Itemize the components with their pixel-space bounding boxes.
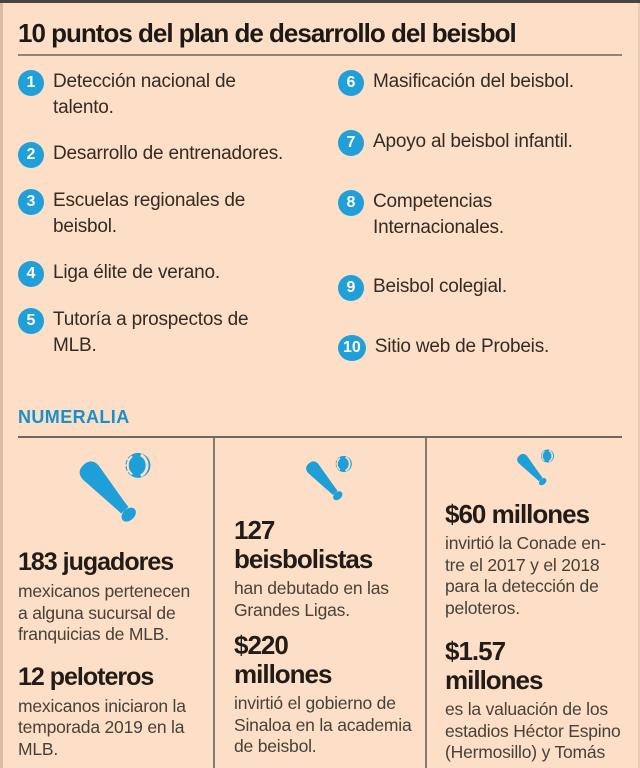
stat-value: 183 jugadores [18, 548, 174, 576]
point-number-badge: 5 [18, 308, 44, 334]
baseball-bat-and-ball-icon [234, 454, 419, 516]
plan-point-2: 2 Desarrollo de entrenadores. [18, 141, 338, 168]
point-number-badge: 4 [18, 261, 44, 287]
point-number-badge: 6 [338, 70, 364, 96]
plan-point-5: 5 Tutoría a prospectos de MLB. [18, 307, 338, 359]
plan-point-4: 4 Liga élite de verano. [18, 260, 338, 287]
stat-description: es la valuación de los estadios Héctor E… [445, 699, 621, 762]
point-text: Tutoría a prospectos de MLB. [53, 309, 249, 356]
stat-description: mexicanos iniciaron la temporada 2019 en… [18, 695, 186, 759]
point-text: Beisbol colegial. [373, 276, 507, 297]
point-number-badge: 10 [338, 335, 366, 361]
point-number-badge: 3 [18, 189, 44, 215]
stat-value: $220 millones [234, 630, 332, 689]
stat-description: invirtió el gobierno de Sinaloa en la ac… [234, 693, 412, 756]
plan-point-7: 7 Apoyo al beisbol infantil. [338, 129, 622, 156]
point-number-badge: 7 [338, 130, 364, 156]
baseball-bat-and-ball-icon [18, 450, 205, 546]
plan-point-10: 10 Sitio web de Probeis. [338, 334, 622, 361]
plan-points-list: 1 Detección nacional de talento. 2 Desar… [18, 69, 622, 394]
plan-point-8: 8 Competencias Internacionales. [338, 189, 622, 241]
page-title: 10 puntos del plan de desarrollo del bei… [18, 18, 517, 48]
point-text: Liga élite de verano. [53, 262, 220, 283]
stat-value: 127 beisbolistas [234, 515, 373, 574]
point-text: Masificación del beisbol. [373, 71, 574, 92]
plan-point-3: 3 Escuelas regionales de beisbol. [18, 188, 338, 240]
plan-point-6: 6 Masificación del beisbol. [338, 69, 622, 96]
stat-value: $60 millones [445, 499, 590, 529]
point-text: Desarrollo de entrenadores. [53, 143, 284, 164]
stat-description: han debutado en las Grandes Ligas. [234, 578, 389, 620]
numeralia-section-label: NUMERALIA [18, 407, 130, 427]
stat-value: $1.57 millones [445, 636, 543, 695]
plan-point-9: 9 Beisbol colegial. [338, 274, 622, 301]
point-text: Apoyo al beisbol infantil. [373, 131, 573, 152]
point-number-badge: 9 [338, 275, 364, 301]
title-divider [18, 54, 622, 56]
point-text: Detección nacional de talento. [53, 71, 236, 118]
points-column-left: 1 Detección nacional de talento. 2 Desar… [18, 69, 338, 394]
point-text: Escuelas regionales de beisbol. [53, 190, 246, 237]
point-text: Competencias Internacionales. [373, 191, 504, 238]
stat-column-3: $60 millones invirtió la Conade en- tre … [425, 438, 622, 768]
stat-description: invirtió la Conade en- tre el 2017 y el … [445, 533, 606, 618]
stat-value: 12 peloteros [18, 662, 154, 691]
point-number-badge: 2 [18, 142, 44, 168]
plan-point-1: 1 Detección nacional de talento. [18, 69, 338, 121]
numeralia-stats: 183 jugadores mexicanos pertenecen a alg… [18, 436, 622, 768]
point-number-badge: 1 [18, 70, 44, 96]
stat-column-2: 127 beisbolistas han debutado en las Gra… [213, 438, 425, 768]
points-column-right: 6 Masificación del beisbol. 7 Apoyo al b… [338, 69, 622, 394]
stat-column-1: 183 jugadores mexicanos pertenecen a alg… [18, 438, 213, 768]
stat-description: mexicanos pertenecen a alguna sucursal d… [18, 581, 191, 644]
point-text: Sitio web de Probeis. [374, 336, 550, 357]
point-number-badge: 8 [338, 190, 364, 216]
baseball-bat-and-ball-icon [445, 448, 622, 498]
